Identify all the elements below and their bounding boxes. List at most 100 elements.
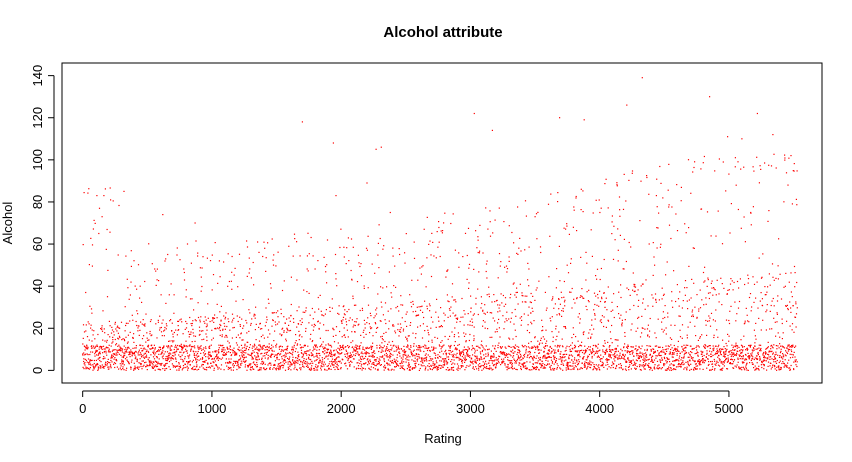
data-point bbox=[605, 297, 607, 299]
data-point bbox=[166, 362, 168, 364]
data-point bbox=[222, 349, 224, 351]
data-point bbox=[572, 348, 574, 350]
data-point bbox=[706, 285, 708, 287]
data-point bbox=[162, 347, 164, 349]
data-point bbox=[116, 326, 118, 328]
data-point bbox=[489, 210, 491, 212]
data-point bbox=[392, 255, 394, 257]
data-point bbox=[472, 354, 474, 356]
data-point bbox=[598, 350, 600, 352]
data-point bbox=[710, 369, 712, 371]
data-point bbox=[435, 257, 437, 259]
data-point bbox=[146, 356, 148, 358]
data-point bbox=[388, 320, 390, 322]
data-point bbox=[529, 355, 532, 358]
data-point bbox=[538, 352, 540, 354]
data-point bbox=[555, 287, 557, 289]
data-point bbox=[713, 334, 715, 336]
data-point bbox=[654, 264, 656, 266]
data-point bbox=[538, 349, 540, 351]
data-point bbox=[519, 350, 521, 352]
data-point bbox=[215, 351, 217, 353]
data-point bbox=[123, 354, 125, 356]
data-point bbox=[423, 365, 425, 367]
data-point bbox=[399, 367, 401, 369]
data-point bbox=[276, 367, 278, 369]
data-point bbox=[606, 358, 608, 360]
data-point bbox=[709, 325, 712, 327]
data-point bbox=[241, 354, 243, 356]
data-point bbox=[417, 353, 419, 355]
data-point bbox=[642, 327, 644, 329]
data-point bbox=[436, 368, 438, 370]
data-point bbox=[310, 352, 312, 354]
data-point bbox=[424, 330, 426, 332]
data-point bbox=[151, 344, 153, 346]
data-point bbox=[202, 367, 204, 369]
data-point bbox=[603, 345, 605, 347]
data-point bbox=[372, 362, 374, 364]
data-point bbox=[620, 296, 622, 299]
data-point bbox=[522, 346, 524, 348]
data-point bbox=[386, 354, 388, 356]
data-point bbox=[259, 344, 261, 346]
data-point bbox=[473, 368, 475, 370]
data-point bbox=[690, 363, 692, 365]
data-point bbox=[585, 305, 587, 307]
data-point bbox=[639, 356, 641, 358]
data-point bbox=[392, 324, 394, 326]
data-point bbox=[676, 359, 678, 361]
data-point bbox=[353, 366, 355, 368]
data-point bbox=[687, 360, 689, 363]
data-point bbox=[608, 355, 610, 357]
data-point bbox=[467, 354, 469, 356]
data-point bbox=[556, 363, 558, 365]
data-point bbox=[152, 367, 154, 369]
data-point bbox=[727, 289, 729, 291]
data-point bbox=[536, 238, 538, 240]
data-point bbox=[287, 352, 289, 354]
data-point bbox=[576, 298, 578, 300]
data-point bbox=[567, 272, 570, 274]
data-point bbox=[360, 334, 362, 336]
data-point bbox=[611, 233, 613, 235]
data-point bbox=[647, 359, 649, 361]
data-point bbox=[314, 348, 316, 350]
data-point bbox=[286, 331, 288, 333]
data-point bbox=[588, 362, 590, 364]
data-point bbox=[644, 364, 646, 366]
data-point bbox=[262, 345, 264, 347]
data-point bbox=[402, 354, 404, 356]
data-point bbox=[269, 368, 271, 370]
data-point bbox=[517, 356, 520, 358]
data-point bbox=[627, 358, 629, 360]
data-point bbox=[623, 358, 625, 360]
data-point bbox=[439, 345, 441, 347]
data-point bbox=[160, 353, 162, 355]
data-point bbox=[385, 348, 387, 350]
data-point bbox=[683, 344, 685, 346]
data-point bbox=[365, 355, 367, 357]
data-point bbox=[374, 368, 376, 370]
data-point bbox=[181, 347, 183, 349]
data-point bbox=[520, 355, 522, 357]
data-point bbox=[138, 366, 140, 368]
data-point bbox=[612, 349, 614, 351]
data-point bbox=[305, 327, 307, 330]
data-point bbox=[316, 367, 318, 369]
data-point bbox=[547, 353, 549, 355]
data-point bbox=[632, 346, 634, 348]
data-point bbox=[202, 256, 204, 258]
data-point bbox=[181, 321, 183, 323]
data-point bbox=[499, 336, 501, 338]
data-point bbox=[642, 283, 644, 285]
data-point bbox=[258, 251, 260, 253]
data-point bbox=[214, 242, 216, 244]
data-point bbox=[495, 364, 497, 366]
data-point bbox=[711, 363, 714, 365]
data-point bbox=[514, 294, 516, 296]
data-point bbox=[448, 358, 450, 360]
data-point bbox=[549, 366, 551, 368]
data-point bbox=[371, 327, 373, 329]
data-point bbox=[418, 345, 420, 347]
